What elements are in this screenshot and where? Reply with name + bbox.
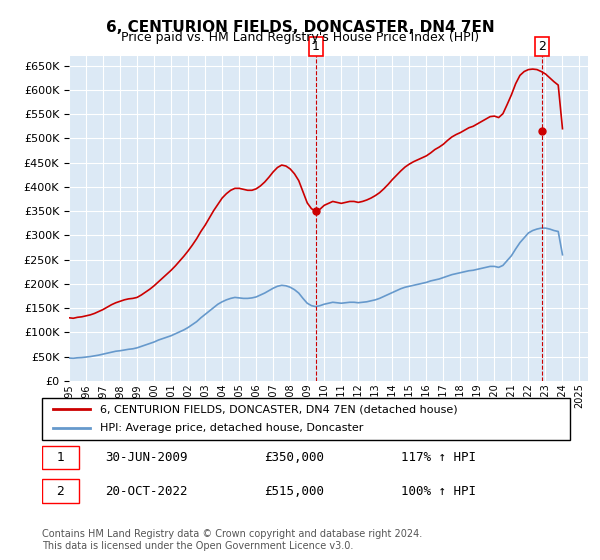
Text: 6, CENTURION FIELDS, DONCASTER, DN4 7EN (detached house): 6, CENTURION FIELDS, DONCASTER, DN4 7EN … <box>100 404 458 414</box>
Text: 1: 1 <box>312 40 320 53</box>
Text: 1: 1 <box>56 451 64 464</box>
Text: 2: 2 <box>56 484 64 498</box>
FancyBboxPatch shape <box>42 398 570 440</box>
Text: £515,000: £515,000 <box>264 484 324 498</box>
Text: 100% ↑ HPI: 100% ↑ HPI <box>401 484 476 498</box>
FancyBboxPatch shape <box>42 446 79 469</box>
Text: 2: 2 <box>538 40 546 53</box>
Text: Contains HM Land Registry data © Crown copyright and database right 2024.
This d: Contains HM Land Registry data © Crown c… <box>42 529 422 551</box>
Text: 117% ↑ HPI: 117% ↑ HPI <box>401 451 476 464</box>
Text: 30-JUN-2009: 30-JUN-2009 <box>106 451 188 464</box>
FancyBboxPatch shape <box>42 479 79 503</box>
Text: 20-OCT-2022: 20-OCT-2022 <box>106 484 188 498</box>
Text: HPI: Average price, detached house, Doncaster: HPI: Average price, detached house, Donc… <box>100 423 364 433</box>
Text: Price paid vs. HM Land Registry's House Price Index (HPI): Price paid vs. HM Land Registry's House … <box>121 31 479 44</box>
Text: £350,000: £350,000 <box>264 451 324 464</box>
Text: 6, CENTURION FIELDS, DONCASTER, DN4 7EN: 6, CENTURION FIELDS, DONCASTER, DN4 7EN <box>106 20 494 35</box>
